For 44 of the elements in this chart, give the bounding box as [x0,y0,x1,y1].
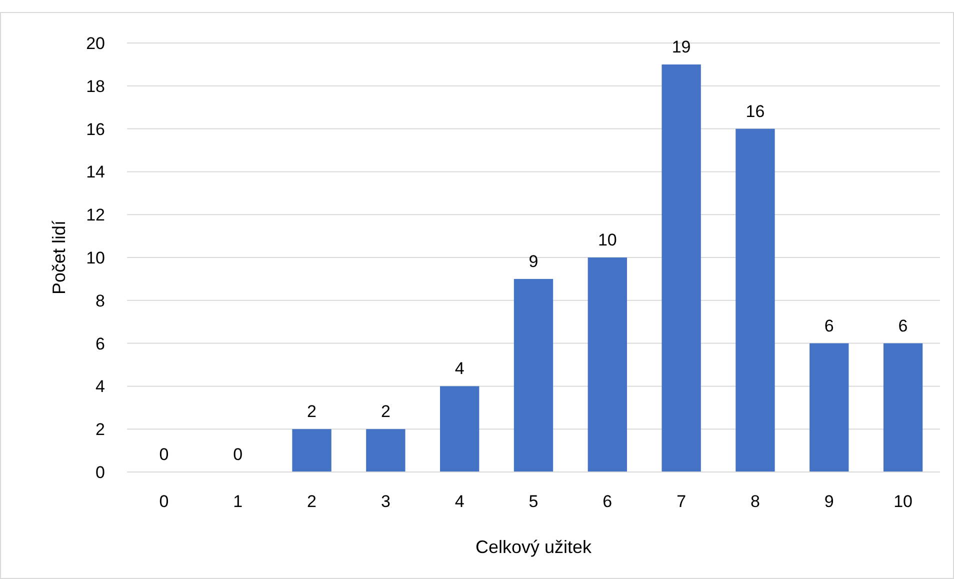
data-label: 2 [380,402,390,422]
bar [514,278,554,472]
bar [366,429,406,472]
y-tick-label: 12 [86,206,105,225]
x-tick-label: 9 [824,492,834,511]
x-tick-label: 5 [528,492,538,511]
data-label: 4 [454,359,464,378]
x-tick-label: 10 [894,492,913,511]
bar [588,258,627,472]
x-tick-label: 6 [602,492,612,511]
x-axis-title: Celkový užitek [475,537,593,557]
x-tick-label: 2 [307,492,317,511]
data-label: 0 [159,445,169,464]
data-label: 6 [824,316,834,336]
data-label: 0 [233,445,243,464]
data-label: 10 [598,230,617,250]
y-tick-label: 18 [86,76,105,96]
x-tick-label: 0 [159,492,169,511]
y-tick-label: 14 [86,162,105,182]
data-label: 6 [898,316,908,336]
x-tick-label: 3 [380,492,390,511]
bar [292,429,332,472]
data-label: 9 [528,252,538,271]
x-tick-label: 1 [233,492,243,511]
data-label: 2 [307,402,317,422]
y-tick-label: 2 [96,420,105,440]
y-tick-label: 0 [96,462,105,482]
y-tick-label: 20 [86,34,105,53]
y-tick-label: 10 [86,248,105,268]
y-axis-title: Počet lidí [49,220,69,295]
y-tick-label: 6 [96,334,105,354]
y-tick-label: 16 [86,120,105,139]
data-label: 19 [672,37,691,56]
y-tick-label: 8 [96,291,105,310]
bar [662,64,701,472]
bar [440,386,480,472]
x-tick-label: 4 [454,492,464,511]
data-label: 16 [746,102,765,121]
y-tick-label: 4 [96,377,105,396]
x-tick-label: 7 [676,492,686,511]
bar [736,128,775,472]
bar [810,343,849,472]
bar [883,343,923,472]
x-tick-label: 8 [750,492,760,511]
